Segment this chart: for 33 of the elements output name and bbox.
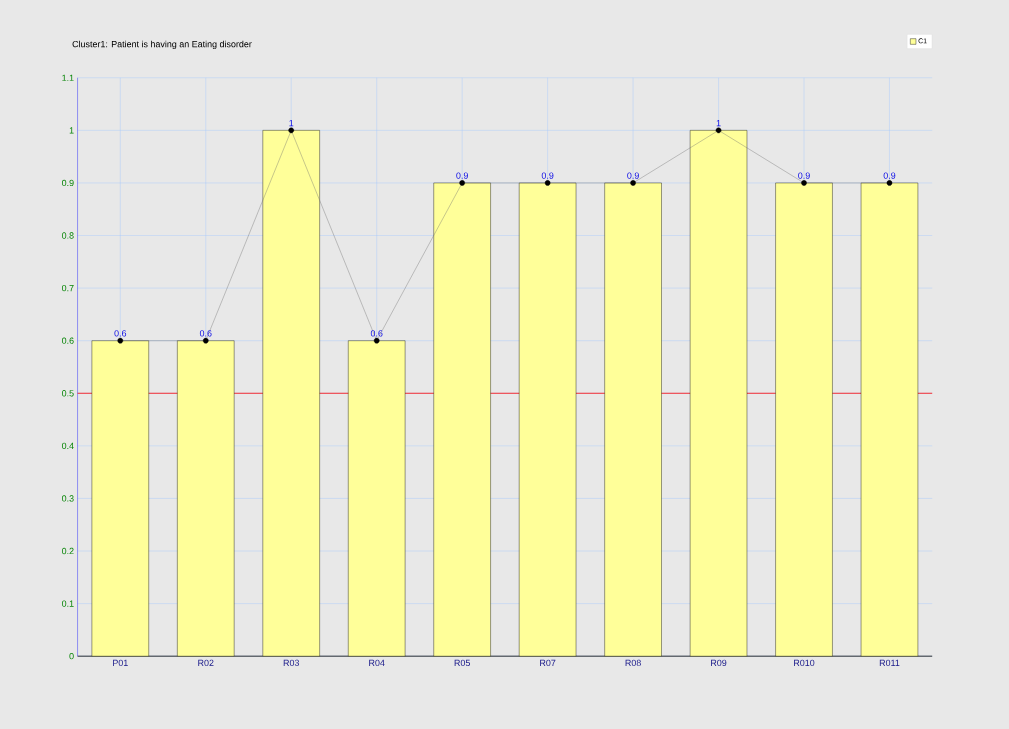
y-tick-label: 0.8: [61, 232, 74, 239]
x-tick-label: R08: [625, 659, 641, 667]
y-tick-label: 0.6: [61, 337, 74, 344]
y-tick-label: 0.2: [61, 547, 74, 555]
data-label: 0.6: [199, 330, 212, 337]
data-label: 0.6: [370, 330, 383, 337]
y-tick-label: 1: [69, 127, 74, 134]
data-label: 0.9: [541, 172, 554, 179]
x-tick-label: R04: [369, 659, 385, 667]
data-label: 1: [716, 120, 721, 127]
x-tick-label: R07: [540, 659, 556, 667]
data-label: 1: [289, 120, 294, 127]
data-label: 0.9: [627, 172, 639, 179]
y-tick-label: 0: [69, 653, 74, 660]
x-tick-label: R05: [454, 659, 470, 667]
y-tick-label: 1.1: [62, 74, 74, 81]
x-tick-label: R03: [283, 659, 300, 667]
data-label: 0.9: [798, 172, 810, 179]
chart-title: Cluster1: Patient is having an Eating disorder: [72, 40, 252, 50]
x-tick-label: R010: [794, 659, 815, 667]
y-tick-label: 0.3: [61, 495, 74, 502]
data-label: 0.9: [456, 172, 468, 179]
y-tick-label: 0.9: [61, 179, 74, 187]
data-label: 0.6: [114, 330, 127, 337]
x-tick-label: R011: [879, 659, 900, 667]
x-tick-label: R09: [711, 659, 727, 667]
y-tick-label: 0.7: [61, 284, 74, 292]
data-label: 0.9: [883, 172, 896, 179]
y-tick-label: 0.4: [61, 442, 74, 450]
y-tick-label: 0.5: [61, 390, 74, 397]
x-tick-label: P01: [113, 659, 128, 667]
x-tick-label: R02: [198, 659, 214, 667]
y-tick-label: 0.1: [61, 600, 74, 607]
